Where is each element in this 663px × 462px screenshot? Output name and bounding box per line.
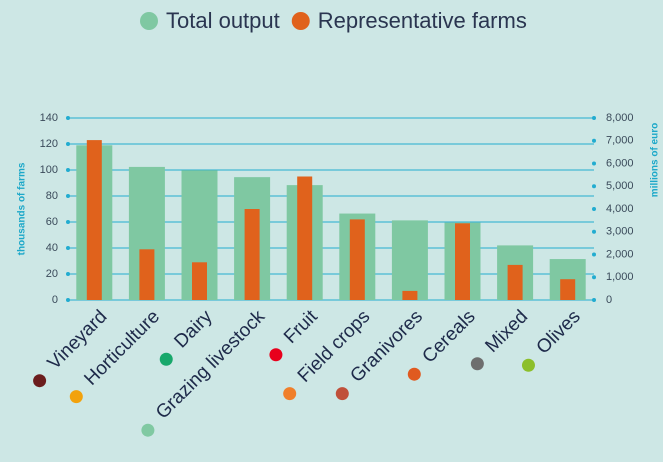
x-tick-label: Olives bbox=[533, 306, 585, 358]
y-tick-label: 140 bbox=[40, 112, 58, 124]
legend-swatch bbox=[140, 12, 158, 30]
bar bbox=[244, 209, 260, 300]
bar bbox=[391, 220, 428, 300]
tick-dot bbox=[66, 220, 70, 224]
x-tick-label: Cereals bbox=[418, 306, 479, 367]
bar bbox=[402, 290, 418, 300]
tick-dot bbox=[592, 207, 596, 211]
tick-dot bbox=[592, 229, 596, 234]
y2-tick-label: 4,000 bbox=[606, 203, 634, 215]
y-tick-label: 60 bbox=[46, 216, 58, 228]
category-dot bbox=[159, 352, 173, 366]
tick-dot bbox=[592, 275, 596, 280]
tick-dot bbox=[592, 116, 596, 120]
y2-tick-label: 2,000 bbox=[606, 248, 634, 260]
tick-dot bbox=[66, 116, 70, 120]
category-dot bbox=[69, 390, 83, 404]
y-tick-label: 20 bbox=[46, 268, 58, 280]
tick-dot bbox=[66, 168, 70, 172]
category-dot bbox=[407, 367, 421, 381]
category-dot bbox=[335, 387, 349, 401]
tick-dot bbox=[66, 194, 70, 198]
bar bbox=[349, 219, 365, 300]
category-dot bbox=[283, 387, 297, 401]
y2-tick-label: 3,000 bbox=[606, 226, 634, 238]
tick-dot bbox=[592, 184, 596, 189]
bar bbox=[297, 176, 313, 300]
tick-dot bbox=[592, 252, 596, 257]
y-axis-title: thousands of farms bbox=[17, 162, 28, 255]
legend-label: Total output bbox=[166, 8, 280, 33]
tick-dot bbox=[592, 161, 596, 166]
y-tick-label: 100 bbox=[40, 164, 58, 176]
y2-axis-title: millions of euro bbox=[650, 123, 661, 197]
bar bbox=[192, 262, 207, 300]
tick-dot bbox=[66, 142, 70, 146]
category-dot bbox=[470, 357, 484, 371]
bar bbox=[139, 249, 155, 300]
category-dot bbox=[269, 348, 283, 362]
y2-tick-label: 6,000 bbox=[606, 157, 634, 169]
y2-tick-label: 1,000 bbox=[606, 271, 634, 283]
tick-dot bbox=[66, 298, 70, 302]
bar bbox=[560, 279, 576, 300]
y-tick-label: 0 bbox=[52, 294, 58, 306]
y2-tick-label: 8,000 bbox=[606, 112, 634, 124]
x-tick-label: Mixed bbox=[481, 306, 532, 357]
y2-tick-label: 0 bbox=[606, 294, 612, 306]
y2-tick-label: 7,000 bbox=[606, 135, 634, 147]
tick-dot bbox=[66, 272, 70, 276]
tick-dot bbox=[66, 246, 70, 250]
bar bbox=[507, 264, 523, 300]
x-tick-label: Fruit bbox=[280, 306, 322, 348]
tick-dot bbox=[592, 138, 596, 143]
category-dot bbox=[521, 358, 535, 372]
y-tick-label: 120 bbox=[40, 138, 58, 150]
bar bbox=[86, 140, 102, 300]
y-tick-label: 80 bbox=[46, 190, 58, 202]
category-dot bbox=[141, 423, 155, 437]
tick-dot bbox=[592, 298, 596, 302]
x-tick-label: Dairy bbox=[170, 306, 217, 353]
category-dot bbox=[33, 374, 47, 388]
y-tick-label: 40 bbox=[46, 242, 58, 254]
legend-label: Representative farms bbox=[318, 8, 527, 33]
legend-swatch bbox=[291, 12, 310, 30]
y2-tick-label: 5,000 bbox=[606, 180, 634, 192]
bar bbox=[455, 223, 470, 300]
